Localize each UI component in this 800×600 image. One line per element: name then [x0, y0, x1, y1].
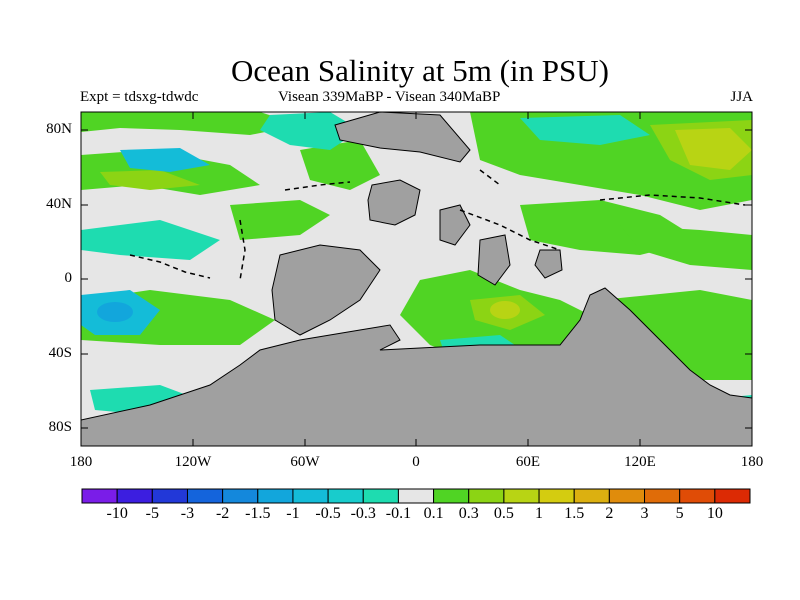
lon-label-180e: 180 [740, 454, 764, 470]
northern-continent [334, 112, 471, 163]
colorbar-label: 0.1 [423, 505, 444, 522]
colorbar-swatch [573, 488, 610, 504]
lat-label-80n: 80N [46, 121, 72, 137]
northern-island [367, 179, 421, 226]
lat-label-40n: 40N [46, 196, 72, 212]
colorbar-label: 3 [640, 505, 649, 522]
lon-label-60w: 60W [290, 454, 320, 470]
colorbar-label: 0.3 [458, 505, 479, 522]
colorbar-swatch [257, 488, 294, 504]
colorbar-label: -0.1 [385, 505, 412, 522]
eastern-island [439, 204, 471, 246]
lon-label-120w: 120W [174, 454, 212, 470]
lon-label-180w: 180 [69, 454, 93, 470]
colorbar-label: 1 [535, 505, 544, 522]
colorbar-swatch [186, 488, 224, 504]
axis-ticks [81, 112, 752, 446]
colorbar-swatch [608, 488, 646, 504]
colorbar-swatch [292, 488, 329, 504]
colorbar-label: 1.5 [564, 505, 585, 522]
colorbar-label: 2 [605, 505, 614, 522]
colorbar-swatch [679, 488, 716, 504]
eastern-island-3 [534, 249, 563, 279]
eastern-island-2 [477, 234, 511, 286]
colorbar-swatch [327, 488, 364, 504]
land-masses [81, 112, 752, 446]
lon-label-120e: 120E [624, 454, 656, 470]
lat-label-40s: 40S [48, 345, 72, 361]
colorbar-swatch [222, 488, 259, 504]
colorbar-swatch [116, 488, 153, 504]
colorbar-label: -0.5 [315, 505, 341, 522]
colorbar-swatch [362, 488, 399, 504]
lon-label-0: 0 [412, 454, 420, 470]
colorbar-label: -1 [286, 505, 300, 522]
lat-label-0: 0 [64, 270, 73, 286]
colorbar-label: 10 [706, 505, 723, 522]
colorbar-swatch [397, 488, 435, 504]
map-panel [81, 112, 752, 446]
colorbar-swatch [503, 488, 540, 504]
colorbar-label: 5 [675, 505, 684, 522]
colorbar-swatch [151, 488, 188, 504]
colorbar-swatch [433, 488, 470, 504]
colorbar-swatch [468, 488, 505, 504]
plot-title: Ocean Salinity at 5m (in PSU) [231, 53, 609, 88]
colorbar-label: -0.3 [350, 505, 376, 522]
colorbar-swatch [538, 488, 575, 504]
period-label: Visean 339MaBP - Visean 340MaBP [278, 89, 501, 105]
colorbar-swatch [81, 488, 118, 504]
colorbar [81, 488, 751, 504]
colorbar-label: -1.5 [245, 505, 271, 522]
season-label: JJA [730, 89, 753, 105]
lon-label-60e: 60E [515, 454, 541, 470]
southern-continent [81, 287, 752, 446]
lat-label-80s: 80S [48, 419, 72, 435]
colorbar-label: -2 [215, 505, 230, 522]
colorbar-label: -10 [106, 505, 128, 522]
colorbar-label: -5 [145, 505, 159, 522]
colorbar-label: 0.5 [493, 505, 514, 522]
experiment-label: Expt = tdsxg-tdwdc [80, 89, 199, 105]
western-continent [271, 244, 381, 336]
colorbar-swatch [644, 488, 681, 504]
colorbar-label: -3 [180, 505, 195, 522]
paleo-coastlines [129, 169, 746, 281]
colorbar-swatch [714, 488, 751, 504]
